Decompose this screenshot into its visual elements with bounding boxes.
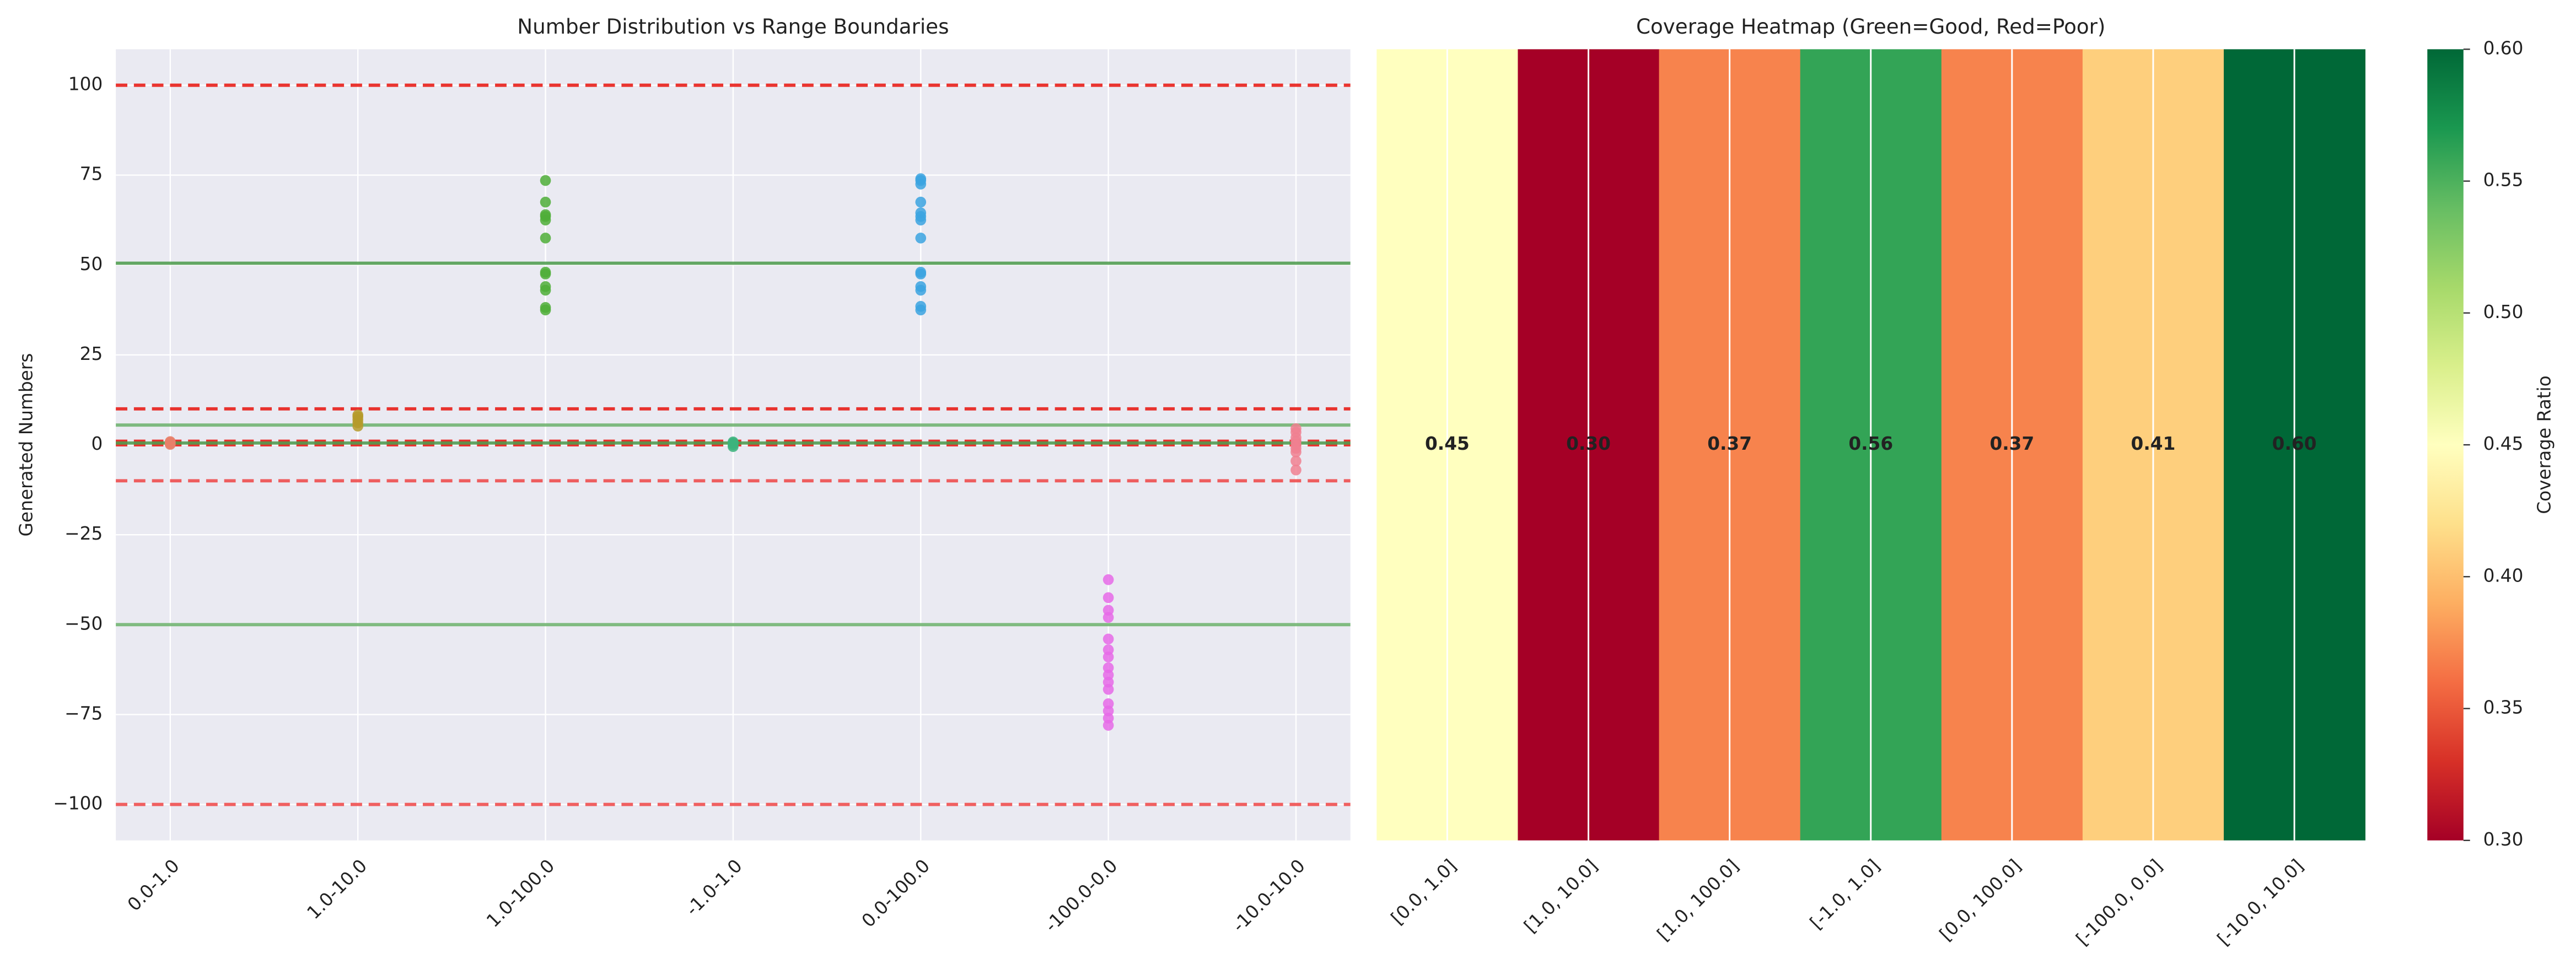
x-tick-label: [-10.0, 10.0] [2213, 855, 2308, 950]
data-point [1103, 720, 1114, 731]
chart-title: Number Distribution vs Range Boundaries [517, 14, 949, 39]
y-tick-label: 75 [80, 164, 103, 185]
data-point [915, 207, 927, 219]
y-tick-label: 100 [68, 74, 103, 95]
data-point [540, 209, 551, 220]
x-tick-label: 0.0-1.0 [123, 855, 184, 915]
data-point [1290, 464, 1302, 476]
data-point [165, 436, 176, 448]
data-point [1290, 455, 1302, 467]
data-point [352, 410, 364, 421]
x-tick-label: [-100.0, 0.0] [2072, 855, 2166, 950]
x-tick-label: -100.0-0.0 [1041, 855, 1122, 936]
cell-label: 0.37 [1707, 433, 1752, 454]
data-point [915, 173, 927, 185]
data-point [540, 175, 551, 186]
y-tick-label: −100 [53, 793, 103, 814]
data-point [915, 301, 927, 312]
x-tick-label: [-1.0, 1.0] [1806, 855, 1884, 934]
y-tick-label: −75 [64, 703, 103, 724]
y-tick-label: −25 [64, 523, 103, 544]
data-point [915, 281, 927, 292]
y-tick-label: 0 [91, 433, 103, 454]
y-axis-label: Generated Numbers [15, 353, 36, 537]
x-tick-label: [0.0, 1.0] [1387, 855, 1460, 929]
heatmap-title: Coverage Heatmap (Green=Good, Red=Poor) [1636, 14, 2105, 39]
colorbar-tick-label: 0.55 [2483, 170, 2524, 191]
colorbar-tick-label: 0.50 [2483, 301, 2524, 322]
x-tick-label: 0.0-100.0 [858, 855, 934, 931]
data-point [1103, 574, 1114, 585]
y-tick-label: −50 [64, 613, 103, 634]
cell-label: 0.45 [1425, 433, 1470, 454]
data-point [1103, 651, 1114, 662]
data-point [540, 233, 551, 244]
data-point [540, 281, 551, 292]
x-tick-label: -1.0-1.0 [682, 855, 746, 920]
cell-label: 0.60 [2272, 433, 2317, 454]
data-point [915, 233, 927, 244]
colorbar-tick-label: 0.60 [2483, 37, 2524, 58]
y-tick-label: 50 [80, 254, 103, 274]
colorbar-tick-label: 0.30 [2483, 829, 2524, 850]
x-tick-label: [1.0, 100.0] [1653, 855, 1743, 945]
cell-label: 0.37 [1989, 433, 2034, 454]
cell-label: 0.30 [1566, 433, 1611, 454]
data-point [1103, 592, 1114, 604]
x-tick-label: [1.0, 10.0] [1520, 855, 1601, 937]
data-point [540, 196, 551, 208]
data-point [540, 301, 551, 313]
colorbar [2427, 49, 2464, 841]
data-point [540, 267, 551, 278]
x-tick-label: [0.0, 100.0] [1935, 855, 2025, 945]
colorbar-tick-label: 0.40 [2483, 565, 2524, 586]
colorbar-label: Coverage Ratio [2534, 375, 2555, 514]
data-point [1290, 423, 1302, 434]
data-point [1103, 633, 1114, 645]
cell-label: 0.41 [2131, 433, 2176, 454]
x-tick-label: -10.0-10.0 [1228, 855, 1309, 936]
data-point [728, 437, 739, 448]
data-point [1103, 683, 1114, 695]
data-point [915, 196, 927, 208]
data-point [915, 267, 927, 278]
cell-label: 0.56 [1848, 433, 1893, 454]
colorbar-tick-label: 0.45 [2483, 433, 2524, 454]
x-tick-label: 1.0-10.0 [303, 855, 371, 924]
colorbar-tick-label: 0.35 [2483, 697, 2524, 718]
x-tick-label: 1.0-100.0 [482, 855, 558, 931]
data-point [1103, 612, 1114, 623]
y-tick-label: 25 [80, 343, 103, 364]
